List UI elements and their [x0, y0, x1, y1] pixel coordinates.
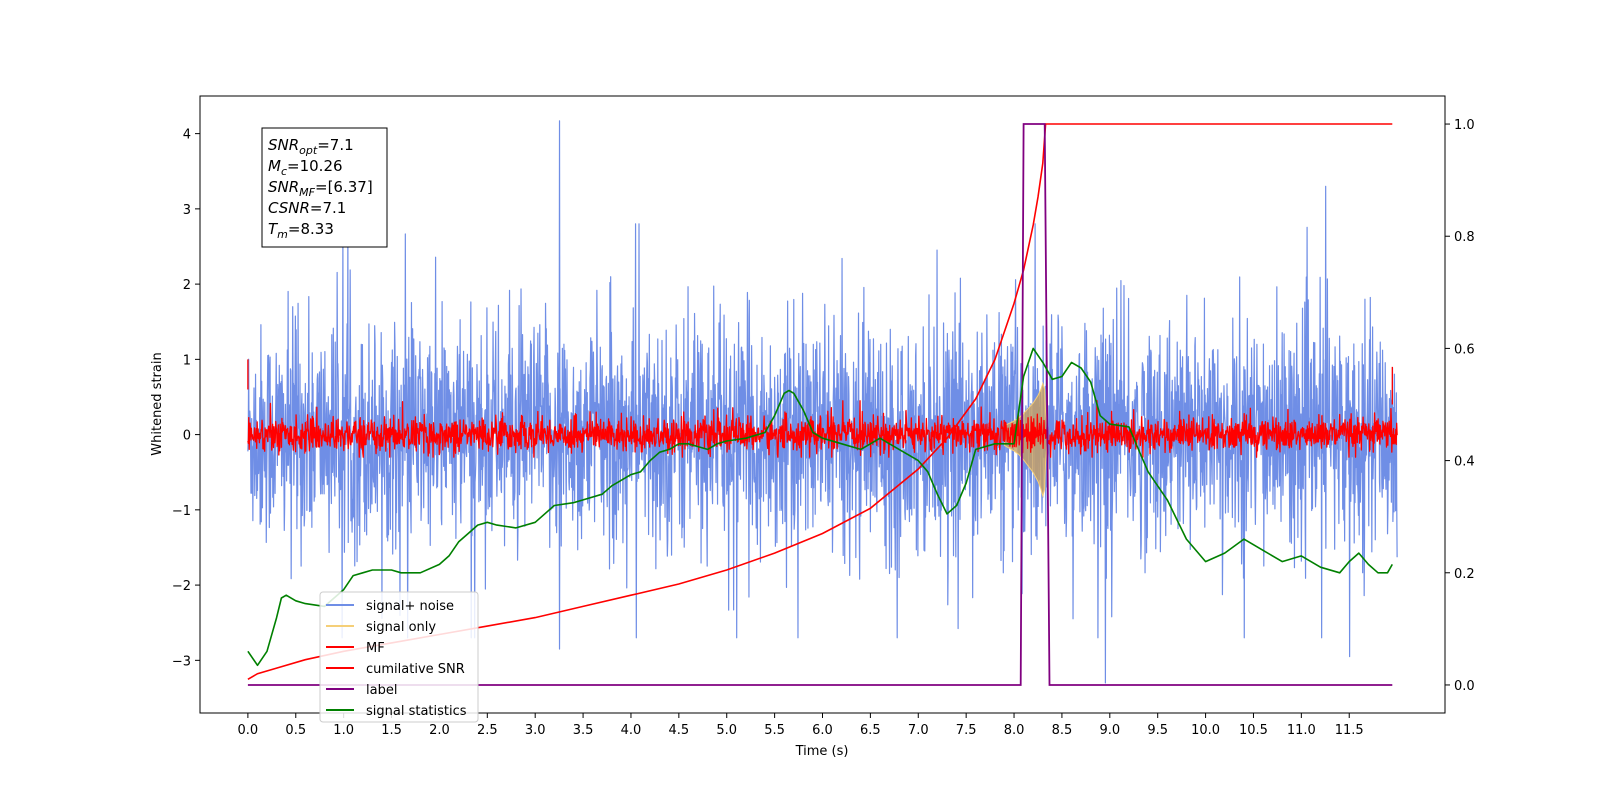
x-tick-label: 1.5 — [381, 723, 402, 738]
y-tick-label: 3 — [183, 203, 191, 218]
info-line: Mc=10.26 — [268, 157, 343, 178]
x-tick-label: 6.0 — [812, 723, 833, 738]
x-tick-label: 9.5 — [1147, 723, 1168, 738]
series-mf — [247, 359, 1398, 458]
x-tick-label: 10.5 — [1239, 723, 1268, 738]
y-tick-label: 2 — [183, 278, 191, 293]
y-tick-label: 1 — [183, 353, 191, 368]
x-tick-label: 10.0 — [1191, 723, 1220, 738]
x-tick-label: 4.0 — [621, 723, 642, 738]
series-signal-noise — [247, 120, 1398, 684]
info-line: CSNR=7.1 — [268, 199, 346, 217]
x-tick-label: 5.0 — [716, 723, 737, 738]
info-line: SNRMF=[6.37] — [268, 178, 373, 199]
x-tick-label: 1.0 — [333, 723, 354, 738]
x-tick-label: 3.5 — [573, 723, 594, 738]
x-tick-label: 5.5 — [764, 723, 785, 738]
y-tick-label: −3 — [172, 654, 191, 669]
legend: signal+ noise signal only MF cumilative SNR… — [319, 591, 479, 723]
legend-label: label — [366, 683, 397, 698]
x-tick-label: 7.0 — [908, 723, 929, 738]
y2-tick-label: 1.0 — [1454, 118, 1475, 133]
y2-tick-label: 0.2 — [1454, 567, 1475, 582]
x-tick-label: 3.0 — [525, 723, 546, 738]
legend-label: signal only — [366, 620, 436, 635]
y2-tick-label: 0.4 — [1454, 455, 1475, 470]
x-tick-label: 0.5 — [285, 723, 306, 738]
legend-label: signal+ noise — [366, 599, 454, 614]
y-axis-label: Whitened strain — [150, 352, 165, 455]
x-tick-label: 6.5 — [860, 723, 881, 738]
x-tick-label: 0.0 — [238, 723, 259, 738]
x-tick-label: 2.5 — [477, 723, 498, 738]
x-tick-label: 8.5 — [1052, 723, 1073, 738]
x-tick-label: 7.5 — [956, 723, 977, 738]
legend-label: cumilative SNR — [366, 662, 465, 677]
x-tick-label: 8.0 — [1004, 723, 1025, 738]
y-tick-label: 4 — [183, 128, 191, 143]
x-tick-label: 11.5 — [1335, 723, 1364, 738]
y2-tick-label: 0.6 — [1454, 342, 1475, 357]
x-tick-label: 9.0 — [1099, 723, 1120, 738]
y-tick-label: −2 — [172, 579, 191, 594]
x-axis-label: Time (s) — [795, 744, 849, 759]
series-signal-statistics — [247, 347, 1393, 667]
y2-tick-label: 0.8 — [1454, 230, 1475, 245]
x-tick-label: 11.0 — [1287, 723, 1316, 738]
series-label — [247, 123, 1393, 686]
y-tick-label: 0 — [183, 429, 191, 444]
x-tick-label: 2.0 — [429, 723, 450, 738]
legend-frame — [319, 591, 479, 723]
y-axis-left: 4 3 2 1 0 −1 −2 −3 — [172, 128, 200, 669]
legend-label: signal statistics — [366, 704, 467, 719]
x-axis: 0.0 0.5 1.0 1.5 2.0 2.5 3.0 3.5 4.0 4.5 5.0 5.5 6.0 6… — [238, 713, 1364, 738]
y-axis-right: 1.0 0.8 0.6 0.4 0.2 0.0 — [1445, 118, 1475, 694]
info-line: SNRopt=7.1 — [268, 136, 354, 157]
y2-tick-label: 0.0 — [1454, 679, 1475, 694]
info-line: Tm=8.33 — [268, 220, 334, 241]
info-box-frame — [261, 127, 388, 248]
x-tick-label: 4.5 — [669, 723, 690, 738]
y-tick-label: −1 — [172, 504, 191, 519]
legend-label: MF — [366, 641, 385, 656]
